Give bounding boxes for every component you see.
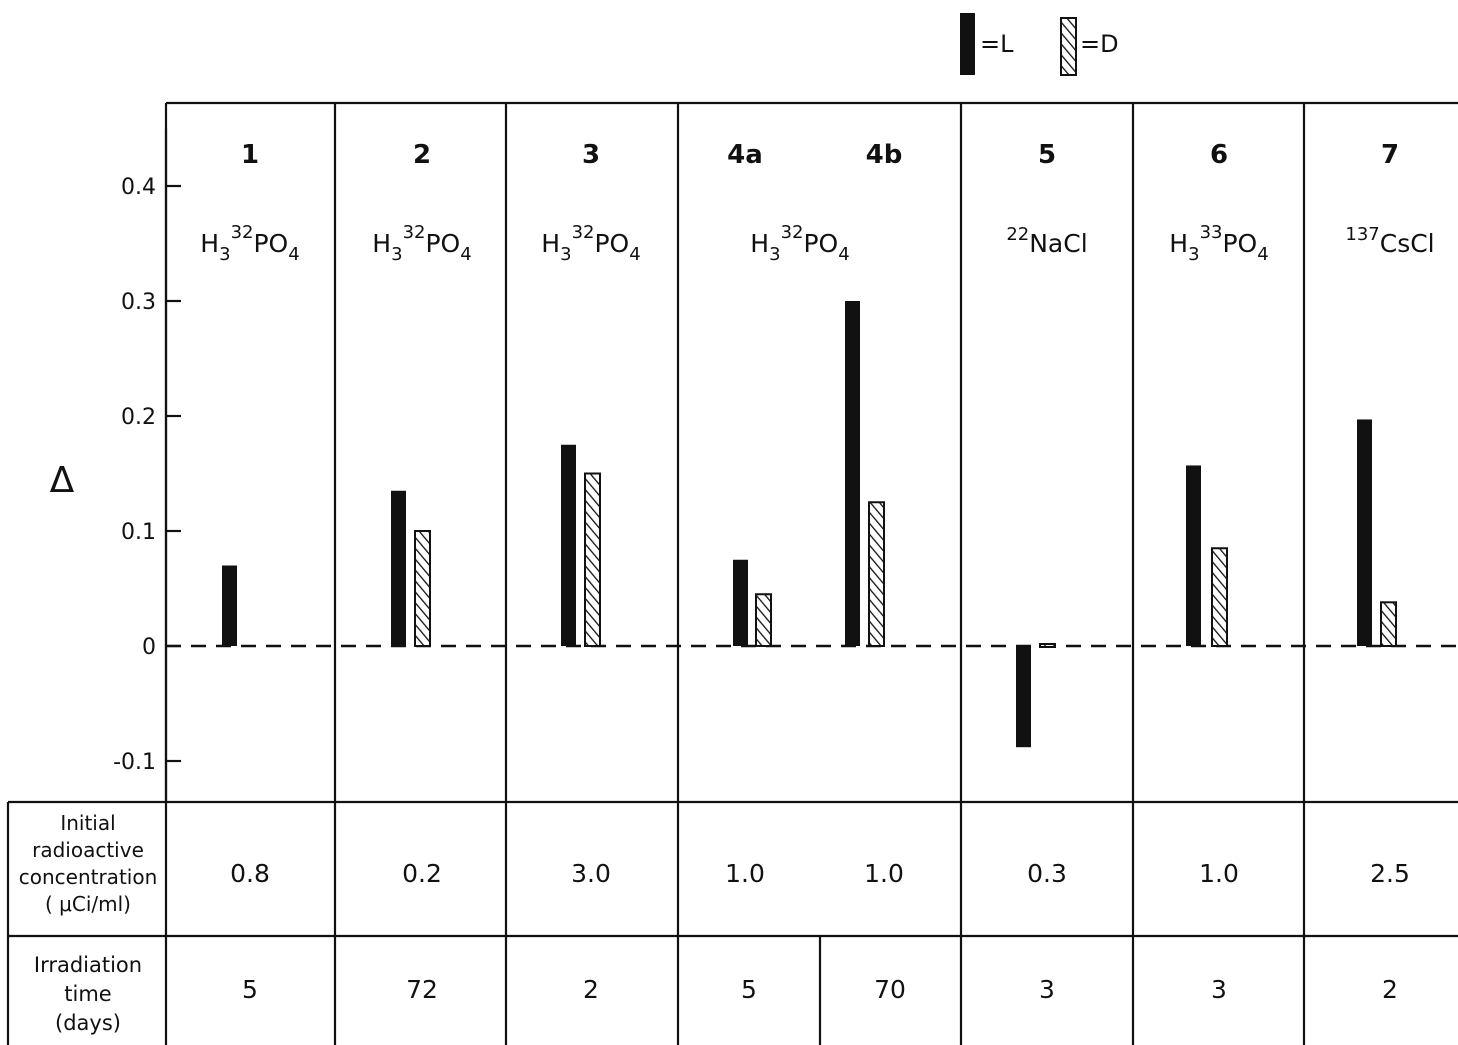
compound-label: H332PO4 — [200, 222, 299, 265]
bar-L-4a — [733, 559, 748, 646]
bar-D-7 — [1380, 601, 1397, 647]
y-tick-label: 0 — [142, 635, 156, 660]
concentration-value: 0.8 — [230, 859, 270, 888]
legend-label-D: =D — [1080, 30, 1119, 58]
irradiation-value: 3 — [1039, 975, 1055, 1004]
y-tick-label: 0.4 — [121, 175, 156, 200]
bars — [222, 301, 1397, 748]
legend-swatch-D — [1060, 17, 1077, 76]
experiment-id: 4a — [727, 140, 763, 170]
row-label-irradiation: (days) — [55, 1011, 121, 1035]
row-label-irradiation: Irradiation — [34, 953, 142, 977]
y-tick-label: 0.2 — [121, 405, 156, 430]
concentration-value: 1.0 — [864, 859, 904, 888]
irradiation-value: 5 — [741, 975, 757, 1004]
irradiation-value: 2 — [1382, 975, 1398, 1004]
bar-D-5 — [1039, 643, 1056, 648]
row-label-concentration: Initial — [60, 811, 115, 835]
concentration-value: 3.0 — [571, 859, 611, 888]
concentration-value: 0.2 — [402, 859, 442, 888]
compound-label: H332PO4 — [750, 222, 849, 265]
irradiation-value: 72 — [406, 975, 438, 1004]
experiment-id: 5 — [1038, 140, 1056, 170]
data-table: 0.8 5 0.2 72 3.0 2 1.0 5 1.0 70 0.3 3 1.0 3 2.5 2 Initia… — [19, 811, 1410, 1035]
y-tick-label: 0.3 — [121, 290, 156, 315]
compound-label: H332PO4 — [372, 222, 471, 265]
irradiation-value: 5 — [242, 975, 258, 1004]
compound-label: H333PO4 — [1169, 222, 1268, 265]
bar-D-3 — [584, 472, 601, 647]
concentration-value: 1.0 — [725, 859, 765, 888]
bar-L-7 — [1357, 419, 1372, 646]
y-tick-label: -0.1 — [113, 750, 156, 775]
legend-swatch-L — [960, 13, 975, 75]
experiment-id: 2 — [413, 140, 431, 170]
irradiation-value: 70 — [874, 975, 906, 1004]
bar-L-3 — [561, 444, 576, 646]
bar-D-4b — [868, 501, 885, 647]
bar-D-4a — [755, 593, 772, 647]
row-label-concentration: radioactive — [32, 838, 144, 862]
experiment-id: 1 — [241, 140, 259, 170]
legend: =L =D — [960, 13, 1119, 76]
legend-label-L: =L — [980, 30, 1014, 58]
experiment-id: 4b — [866, 140, 903, 170]
bar-L-2 — [391, 490, 406, 646]
experiment-id: 6 — [1210, 140, 1228, 170]
experiment-headers: 1 H332PO4 2 H332PO4 3 H332PO4 4a H332PO4 4b 5 22Na… — [200, 140, 1434, 265]
irradiation-value: 2 — [583, 975, 599, 1004]
row-label-concentration: ( μCi/ml) — [45, 892, 131, 916]
bar-L-1 — [222, 565, 237, 646]
bar-D-2 — [414, 530, 431, 647]
compound-label: 137CsCl — [1345, 224, 1434, 258]
concentration-value: 1.0 — [1199, 859, 1239, 888]
bar-L-4b — [845, 301, 860, 646]
row-label-concentration: concentration — [19, 865, 158, 889]
compound-label: 22NaCl — [1006, 224, 1087, 258]
experiment-id: 7 — [1381, 140, 1399, 170]
bar-L-5 — [1016, 646, 1031, 748]
bar-D-6 — [1211, 547, 1228, 647]
concentration-value: 0.3 — [1027, 859, 1067, 888]
compound-label: H332PO4 — [541, 222, 640, 265]
row-label-irradiation: time — [64, 982, 111, 1006]
concentration-value: 2.5 — [1370, 859, 1410, 888]
y-axis: -0.1 0 0.1 0.2 0.3 0.4 — [113, 128, 181, 802]
bar-L-6 — [1186, 465, 1201, 646]
experiment-id: 3 — [582, 140, 600, 170]
irradiation-value: 3 — [1211, 975, 1227, 1004]
y-axis-label: Δ — [50, 460, 75, 501]
y-tick-label: 0.1 — [121, 520, 156, 545]
